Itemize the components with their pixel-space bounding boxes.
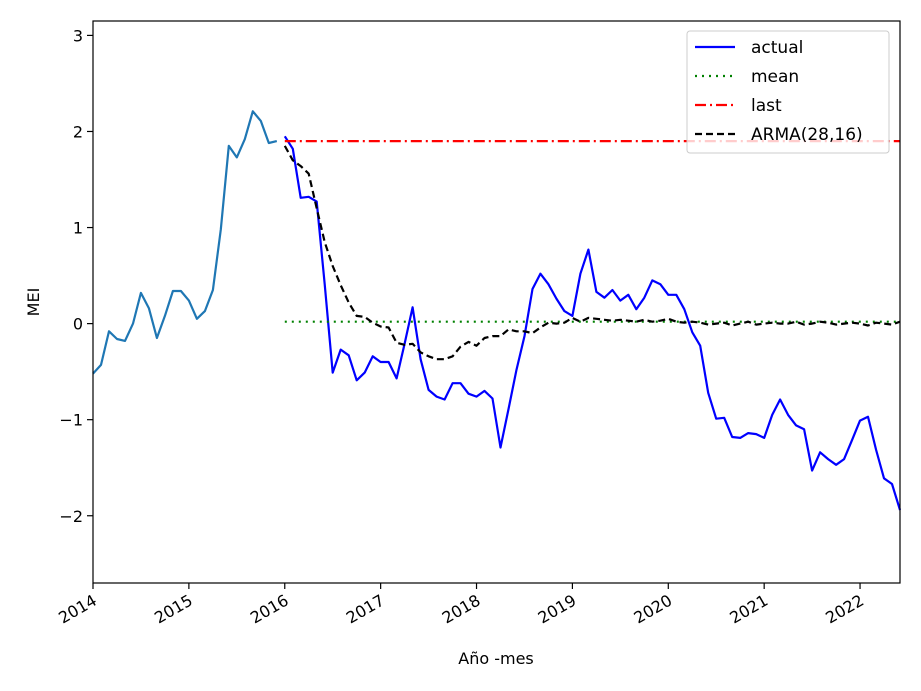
- y-tick-label: −2: [59, 507, 83, 526]
- plot-frame: [92, 20, 901, 584]
- history-line: [92, 110, 278, 375]
- y-tick-label: 1: [73, 219, 83, 238]
- y-tick-label: −1: [59, 411, 83, 430]
- series-line-arma-28-16: [283, 145, 901, 361]
- series-line-actual: [283, 135, 902, 511]
- y-tick-label: 2: [73, 122, 83, 141]
- legend: actual mean last ARMA(28,16): [686, 30, 890, 154]
- legend-label: ARMA(28,16): [751, 125, 863, 145]
- y-axis-label: MEI: [24, 288, 43, 317]
- y-axis: −2 −1 0 1 2 3: [59, 26, 93, 526]
- y-tick-label: 0: [73, 315, 83, 334]
- legend-label: mean: [751, 67, 799, 87]
- legend-label: actual: [751, 38, 803, 58]
- legend-box: [686, 30, 890, 154]
- x-axis-label: Año -mes: [458, 649, 534, 668]
- legend-label: last: [751, 96, 782, 116]
- y-tick-label: 3: [73, 26, 83, 45]
